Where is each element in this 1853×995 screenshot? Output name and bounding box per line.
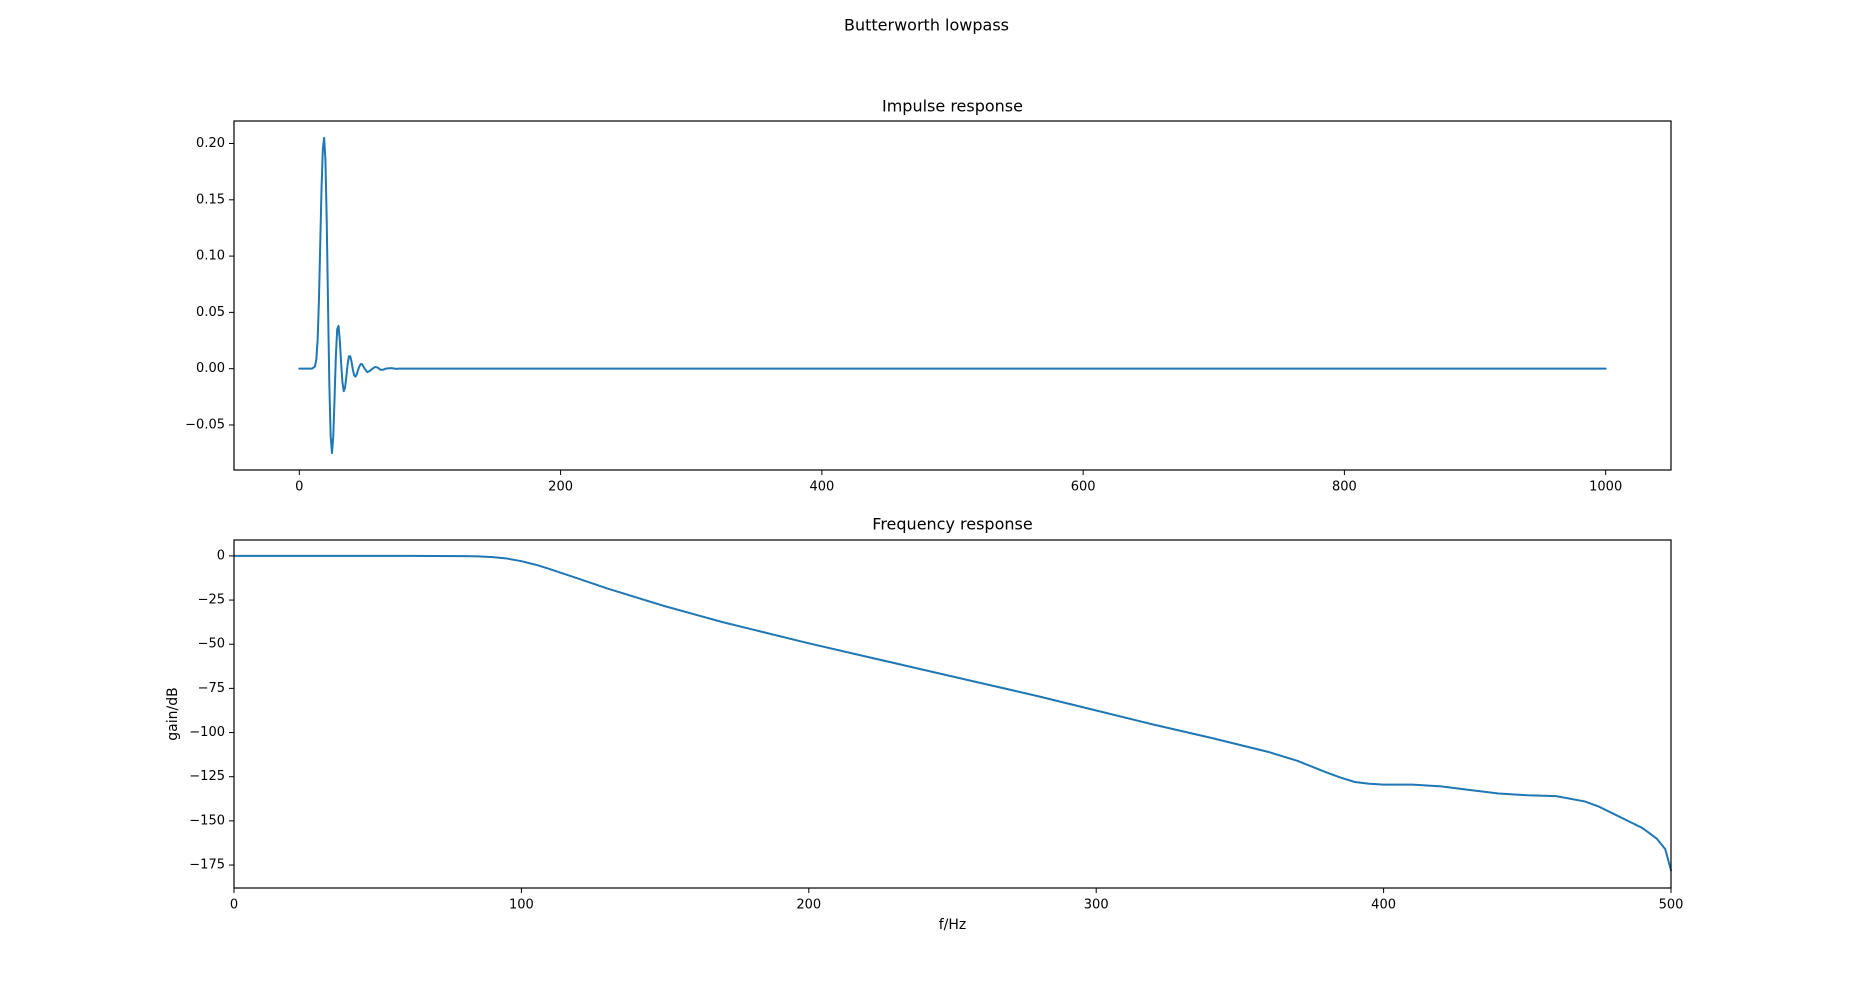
frequency-response-ytick-label: −125 [189,769,225,784]
frequency-response-ytick-label: −100 [189,725,225,740]
frequency-response-ticks: 0 100 200 300 400 500 0 −25 −50 −75 −100 −125 −150 −1… [189,548,1683,912]
impulse-response-ytick-label: 0.05 [196,305,225,320]
impulse-response-ytick-label: 0.20 [196,136,225,151]
frequency-response-ylabel: gain/dB [165,687,181,740]
frequency-response-plot-frame [233,539,1672,889]
impulse-response-line [298,136,1607,455]
figure-title: Butterworth lowpass [844,16,1009,35]
frequency-response-xtick-label: 0 [230,898,238,913]
impulse-response-ytick-label: 0.00 [196,361,225,376]
frequency-response-ytick-label: −75 [198,681,225,696]
frequency-response-axes: Frequency response 0 100 200 300 400 500 0 −25 −… [165,515,1683,934]
impulse-response-axes: Impulse response 0 200 400 600 800 1000−0.050… [185,97,1672,495]
impulse-response-ytick-label: −0.05 [185,417,225,432]
frequency-response-xtick-label: 400 [1371,898,1396,913]
frequency-response-xlabel: f/Hz [939,917,967,933]
impulse-response-xtick-label: 600 [1071,480,1096,495]
impulse-response-ytick-label: 0.10 [196,249,225,264]
frequency-response-ytick-label: −50 [198,637,225,652]
impulse-response-xtick-label: 0 [295,480,303,495]
impulse-response-xtick-label: 200 [548,480,573,495]
frequency-response-line [233,554,1672,872]
impulse-response-xtick-label: 800 [1332,480,1357,495]
impulse-response-xtick-label: 400 [809,480,834,495]
impulse-response-ytick-label: 0.15 [196,192,225,207]
frequency-response-ytick-label: 0 [217,548,225,563]
frequency-response-xtick-label: 200 [796,898,821,913]
impulse-response-plot-frame [233,120,1672,471]
frequency-response-xtick-label: 300 [1084,898,1109,913]
frequency-response-xtick-label: 500 [1659,898,1684,913]
impulse-response-ticks: 0 200 400 600 800 1000 −0.05 0.00 0.05 0.10 0.15 0.… [185,136,1622,494]
frequency-response-xtick-label: 100 [509,898,534,913]
impulse-response-xtick-label: 1000 [1589,480,1622,495]
frequency-response-ytick-label: −175 [189,858,225,873]
impulse-response-title: Impulse response [882,97,1023,116]
frequency-response-ytick-label: −150 [189,813,225,828]
frequency-response-ytick-label: −25 [198,593,225,608]
frequency-response-title: Frequency response [872,515,1032,534]
